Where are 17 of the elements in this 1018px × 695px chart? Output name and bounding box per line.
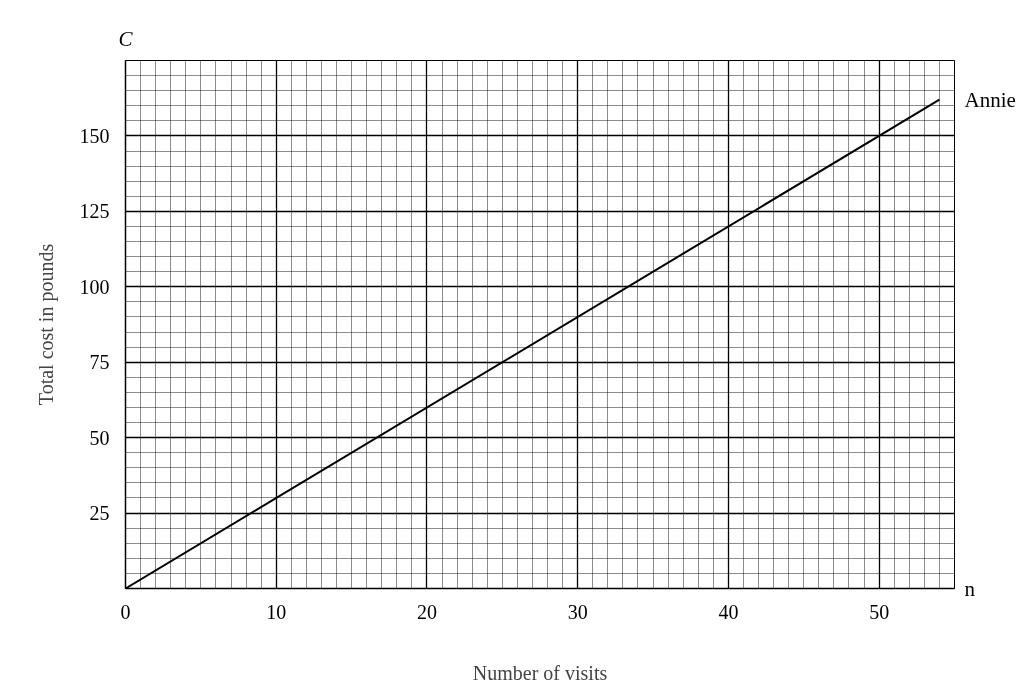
x-tick-label: 50 <box>869 600 890 623</box>
x-axis-title: Number of visits <box>472 661 608 684</box>
y-tick-label: 100 <box>79 275 110 298</box>
x-tick-label: 20 <box>416 600 437 623</box>
x-tick-label: 40 <box>718 600 739 623</box>
y-tick-label: 150 <box>79 124 110 147</box>
y-tick-label: 25 <box>89 502 110 525</box>
y-tick-label: 125 <box>79 200 110 223</box>
text: C <box>118 26 134 51</box>
y-tick-label: 75 <box>89 351 110 374</box>
series-label: Annie <box>964 87 1016 112</box>
y-axis-title: Total cost in pounds <box>34 243 58 406</box>
text: n <box>964 576 976 601</box>
x-tick-label: 0 <box>120 600 131 623</box>
x-tick-label: 30 <box>567 600 588 623</box>
x-tick-label: 10 <box>266 600 287 623</box>
y-tick-label: 50 <box>89 426 110 449</box>
